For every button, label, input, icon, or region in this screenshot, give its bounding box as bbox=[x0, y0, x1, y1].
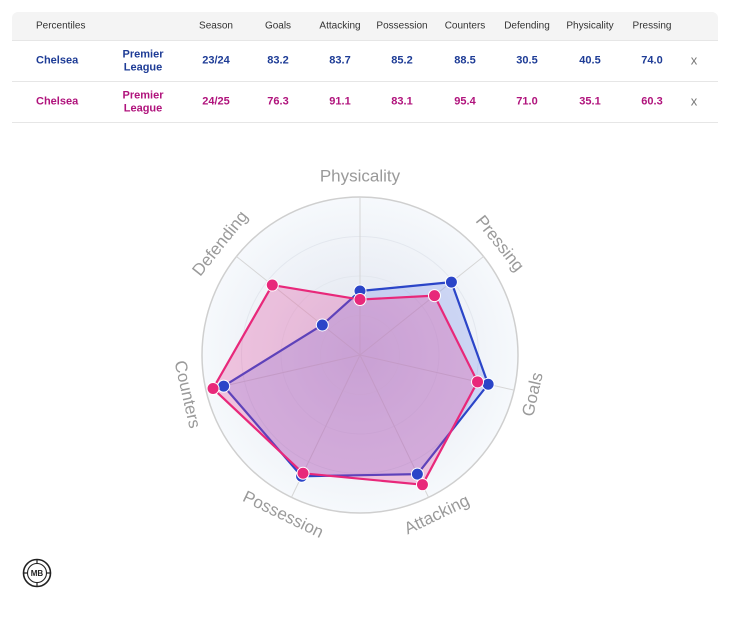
season-value: 23/24 bbox=[202, 54, 230, 67]
goals-value: 76.3 bbox=[267, 95, 289, 108]
pressing-value: 60.3 bbox=[641, 95, 663, 108]
data-point-series-2[interactable] bbox=[265, 278, 279, 292]
data-point-series-1[interactable] bbox=[410, 467, 424, 481]
data-point-series-2[interactable] bbox=[206, 382, 220, 396]
data-point-series-1[interactable] bbox=[481, 377, 495, 391]
pressing-value: 74.0 bbox=[641, 54, 663, 67]
data-point-series-2[interactable] bbox=[415, 478, 429, 492]
remove-row-button[interactable]: x bbox=[690, 52, 698, 68]
axis-label-counters: Counters bbox=[171, 359, 205, 430]
header-counters: Counters bbox=[444, 20, 486, 32]
season-value: 24/25 bbox=[202, 95, 230, 108]
logo-text: MB bbox=[31, 569, 44, 578]
league-name: Premier League bbox=[123, 48, 164, 73]
league-line-1: Premier bbox=[122, 89, 164, 102]
header-pressing: Pressing bbox=[632, 20, 672, 32]
axis-label-goals: Goals bbox=[518, 371, 546, 419]
defending-value: 71.0 bbox=[516, 95, 538, 108]
remove-row-button[interactable]: x bbox=[690, 93, 698, 109]
team-name: Chelsea bbox=[36, 54, 79, 67]
league-line-1: Premier bbox=[122, 48, 164, 61]
goals-value: 83.2 bbox=[267, 54, 289, 67]
attacking-value: 91.1 bbox=[329, 95, 351, 108]
data-point-series-2[interactable] bbox=[353, 293, 367, 307]
physicality-value: 40.5 bbox=[579, 54, 601, 67]
counters-value: 88.5 bbox=[454, 54, 476, 67]
series-area-2 bbox=[211, 283, 479, 486]
table-row: Chelsea Premier League 24/25 76.3 91.1 8… bbox=[12, 82, 718, 123]
league-name: Premier League bbox=[123, 89, 164, 114]
league-line-2: League bbox=[123, 61, 163, 73]
data-point-series-1[interactable] bbox=[217, 379, 231, 393]
header-season: Season bbox=[199, 20, 233, 32]
table-header: Percentiles Season Goals Attacking Posse… bbox=[12, 12, 718, 41]
mb-logo: MB bbox=[22, 558, 52, 588]
comparison-table: Percentiles Season Goals Attacking Posse… bbox=[12, 12, 718, 123]
counters-value: 95.4 bbox=[454, 95, 476, 108]
attacking-value: 83.7 bbox=[329, 54, 351, 67]
header-attacking: Attacking bbox=[319, 20, 361, 32]
series-area-1 bbox=[222, 281, 490, 478]
header-percentiles: Percentiles bbox=[36, 20, 86, 32]
data-point-series-2[interactable] bbox=[427, 289, 441, 303]
defending-value: 30.5 bbox=[516, 54, 538, 67]
possession-value: 85.2 bbox=[391, 54, 413, 67]
radar-spoke bbox=[205, 354, 361, 391]
possession-value: 83.1 bbox=[391, 95, 413, 108]
header-defending: Defending bbox=[504, 20, 550, 32]
physicality-value: 35.1 bbox=[579, 95, 601, 108]
data-point-series-2[interactable] bbox=[296, 466, 310, 480]
team-name: Chelsea bbox=[36, 95, 79, 108]
header-possession: Possession bbox=[376, 20, 428, 32]
radar-spoke bbox=[236, 256, 361, 356]
header-physicality: Physicality bbox=[566, 20, 614, 32]
radar-spoke bbox=[359, 256, 484, 356]
data-point-series-1[interactable] bbox=[315, 318, 329, 332]
header-goals: Goals bbox=[264, 20, 292, 32]
table-row: Chelsea Premier League 23/24 83.2 83.7 8… bbox=[12, 41, 718, 82]
data-point-series-2[interactable] bbox=[471, 375, 485, 389]
axis-label-physicality: Physicality bbox=[320, 166, 401, 185]
data-point-series-1[interactable] bbox=[444, 275, 458, 289]
league-line-2: League bbox=[123, 102, 163, 114]
